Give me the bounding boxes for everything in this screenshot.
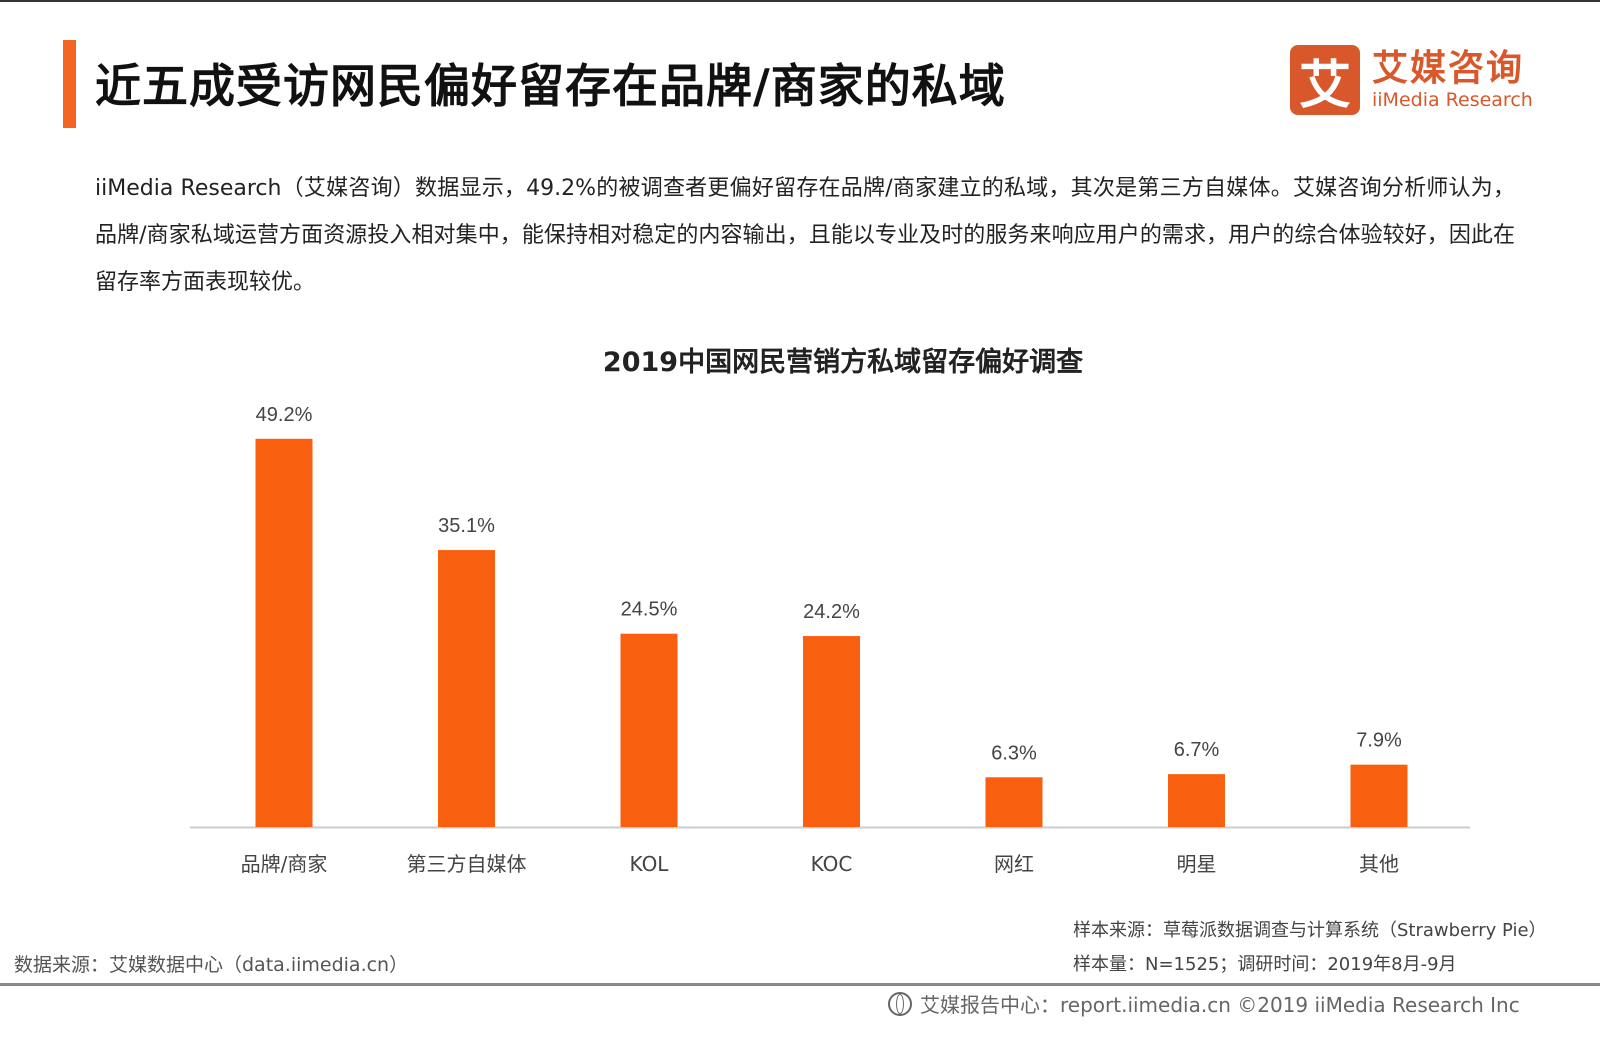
data-label: 35.1%	[438, 515, 495, 537]
logo-en: iiMedia Research	[1372, 89, 1533, 111]
footer-divider	[0, 983, 1600, 986]
data-label: 7.9%	[1356, 730, 1402, 752]
x-tick-label: 品牌/商家	[241, 852, 328, 876]
bar-2	[620, 633, 678, 827]
page-title: 近五成受访网民偏好留存在品牌/商家的私域	[95, 59, 1006, 113]
bar-4	[985, 777, 1043, 827]
data-label: 6.7%	[1174, 739, 1220, 761]
logo-cn: 艾媒咨询	[1372, 48, 1525, 89]
x-tick-label: 其他	[1359, 852, 1399, 876]
data-label: 24.2%	[803, 601, 860, 623]
x-tick-label: 网红	[994, 852, 1034, 876]
data-label: 49.2%	[256, 404, 313, 426]
x-tick-label: 第三方自媒体	[407, 852, 527, 876]
logo-icon: 艾	[1290, 45, 1360, 116]
bar-chart: 49.2% 品牌/商家 35.1% 第三方自媒体 24.5% KOL 24.2% KOC 6.3…	[190, 404, 1470, 876]
bar-5	[1168, 774, 1225, 827]
bar-0	[255, 438, 313, 827]
sample-source: 样本来源：草莓派数据调查与计算系统（Strawberry Pie）	[1073, 920, 1547, 941]
sample-size: 样本量：N=1525；调研时间：2019年8月-9月	[1073, 954, 1457, 975]
data-label: 24.5%	[621, 599, 678, 621]
footer: 艾媒报告中心：report.iimedia.cn ©2019 iiMedia R…	[888, 989, 1520, 1018]
bar-6	[1350, 764, 1408, 827]
top-border	[0, 0, 1600, 2]
x-tick-label: KOC	[811, 852, 853, 876]
data-source: 数据来源：艾媒数据中心（data.iimedia.cn）	[14, 954, 409, 976]
logo: 艾 艾媒咨询 iiMedia Research	[1290, 45, 1533, 116]
chart-title: 2019中国网民营销方私域留存偏好调查	[602, 347, 1084, 378]
footer-text: 艾媒报告中心：report.iimedia.cn ©2019 iiMedia R…	[920, 993, 1520, 1017]
title-accent-bar	[63, 40, 76, 128]
x-tick-label: KOL	[630, 852, 670, 876]
data-label: 6.3%	[991, 742, 1037, 764]
x-tick-label: 明星	[1177, 852, 1217, 876]
bar-1	[438, 550, 495, 827]
bar-3	[803, 636, 860, 827]
description: iiMedia Research（艾媒咨询）数据显示，49.2%的被调查者更偏好…	[95, 176, 1515, 295]
globe-cursor-icon	[888, 991, 912, 1016]
